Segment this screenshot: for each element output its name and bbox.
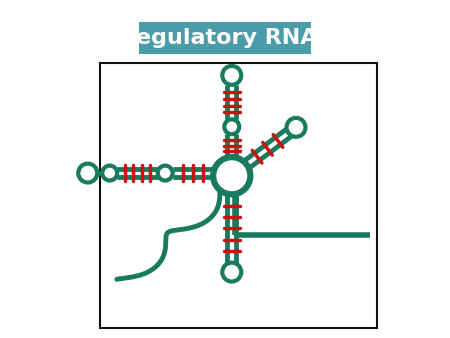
Text: Regulatory RNAs: Regulatory RNAs <box>119 28 331 48</box>
Circle shape <box>213 157 250 194</box>
Circle shape <box>102 166 117 180</box>
Circle shape <box>222 263 241 282</box>
Circle shape <box>78 164 97 183</box>
Circle shape <box>222 66 241 85</box>
FancyBboxPatch shape <box>100 63 377 328</box>
Circle shape <box>224 119 239 134</box>
FancyBboxPatch shape <box>139 22 311 54</box>
Circle shape <box>158 166 173 180</box>
Circle shape <box>287 118 306 137</box>
